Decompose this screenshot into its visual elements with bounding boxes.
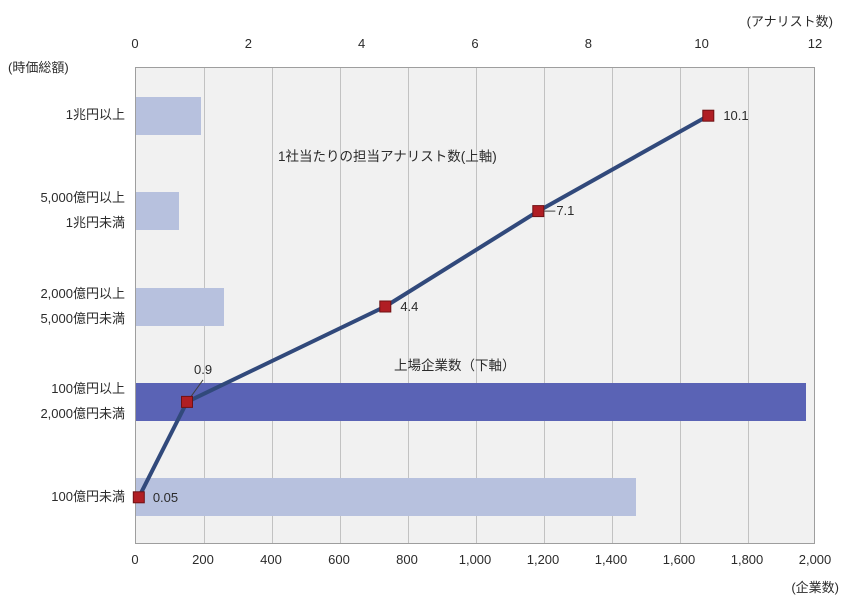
vertical-gridline [407, 68, 409, 543]
left-axis-unit-label: (時価総額) [8, 60, 69, 75]
bottom-axis-tick: 2,000 [798, 552, 832, 567]
vertical-gridline [611, 68, 613, 543]
line-marker-1 [532, 205, 545, 218]
line-series-annotation: 1社当たりの担当アナリスト数(上軸) [278, 149, 497, 164]
top-axis-tick: 10 [694, 36, 709, 51]
category-label: 1兆円以上 [65, 107, 125, 123]
top-axis-unit-label: (アナリスト数) [746, 14, 833, 29]
top-axis-tick: 4 [358, 36, 366, 51]
category-label: 100億円未満 [51, 488, 125, 504]
vertical-gridline [271, 68, 273, 543]
bar-2 [136, 287, 225, 326]
bar-0 [136, 96, 201, 135]
line-point-label-3: 0.9 [194, 361, 213, 377]
line-point-label-2: 4.4 [400, 298, 419, 314]
top-axis-tick: 2 [244, 36, 252, 51]
category-label: 5,000億円以上 1兆円未満 [40, 190, 125, 231]
line-point-label-1: 7.1 [556, 203, 575, 219]
top-axis-tick: 0 [131, 36, 139, 51]
bottom-axis-tick: 400 [260, 552, 282, 567]
bar-series-annotation: 上場企業数（下軸） [394, 358, 516, 373]
bottom-axis-tick: 600 [328, 552, 350, 567]
bottom-axis-tick: 0 [131, 552, 139, 567]
vertical-gridline [747, 68, 749, 543]
bottom-axis-tick: 1,000 [458, 552, 492, 567]
vertical-gridline [339, 68, 341, 543]
bar-3 [136, 382, 806, 421]
top-axis-tick: 6 [471, 36, 479, 51]
vertical-gridline [475, 68, 477, 543]
vertical-gridline [679, 68, 681, 543]
bar-1 [136, 192, 180, 231]
line-marker-0 [702, 109, 715, 122]
category-label: 100億円以上 2,000億円未満 [40, 380, 125, 421]
line-marker-3 [181, 395, 193, 408]
line-point-label-0: 10.1 [723, 107, 749, 123]
line-marker-4 [132, 491, 145, 504]
bottom-axis-tick: 1,600 [662, 552, 696, 567]
top-axis-tick: 8 [584, 36, 592, 51]
vertical-gridline [543, 68, 545, 543]
line-series [132, 109, 715, 504]
line-marker-2 [379, 300, 392, 313]
bar-4 [136, 478, 636, 517]
category-label: 2,000億円以上 5,000億円未満 [40, 285, 125, 326]
top-axis-tick: 12 [807, 36, 823, 51]
line-point-label-4: 0.05 [152, 490, 179, 506]
bottom-axis-tick: 1,200 [526, 552, 560, 567]
bottom-axis-unit-label: (企業数) [791, 580, 839, 595]
bottom-axis-tick: 1,400 [594, 552, 628, 567]
bottom-axis-tick: 200 [192, 552, 214, 567]
plot-area: 1社当たりの担当アナリスト数(上軸) 上場企業数（下軸） 10.1 7.1 4.4 0… [132, 67, 815, 544]
bottom-axis-tick: 800 [396, 552, 418, 567]
bottom-axis-tick: 1,800 [730, 552, 764, 567]
